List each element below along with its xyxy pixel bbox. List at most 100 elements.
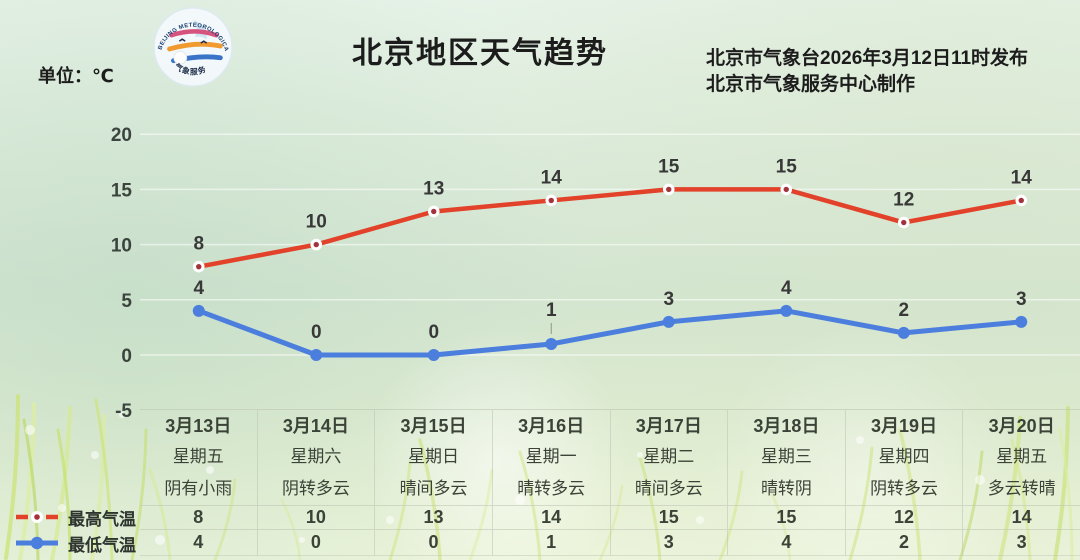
data-point-label: 10: [306, 212, 327, 233]
forecast-weather: 晴间多云: [399, 478, 468, 498]
data-point-label: 2: [898, 300, 909, 321]
forecast-weekday: 星期四: [878, 446, 930, 466]
data-point-label: 4: [193, 278, 204, 299]
chart-legend: 最高气温 最低气温: [14, 504, 136, 556]
legend-min-temp: 最低气温: [14, 530, 136, 556]
data-point-marker: [545, 194, 558, 207]
data-point-label: 15: [658, 156, 680, 177]
forecast-weather: 阴转多云: [870, 478, 939, 498]
series-line-最低气温: [196, 308, 1024, 358]
forecast-column: 3月20日 星期五 多云转晴 14 3: [962, 410, 1080, 556]
forecast-date: 3月16日: [518, 416, 585, 437]
publisher-line-2: 北京市气象服务中心制作: [706, 74, 916, 95]
forecast-weekday: 星期二: [643, 446, 695, 466]
forecast-column: 3月16日 星期一 晴转多云 14 1: [491, 410, 610, 556]
forecast-column: 3月15日 星期日 晴间多云 13 0: [374, 410, 492, 556]
forecast-date: 3月18日: [753, 416, 820, 437]
forecast-weekday: 星期五: [996, 446, 1048, 466]
forecast-weather: 晴间多云: [634, 478, 703, 498]
forecast-date: 3月17日: [635, 416, 702, 437]
data-point-marker: [192, 260, 205, 273]
forecast-table: 3月13日 星期五 阴有小雨 8 4 3月14日 星期六 阴转多云 10 0 3月15日 星期日 晴间多…: [140, 409, 1080, 556]
data-point-marker: [310, 349, 323, 361]
data-point-label: 14: [1011, 167, 1033, 188]
forecast-weather: 阴有小雨: [164, 478, 233, 498]
data-point-marker: [427, 205, 440, 218]
data-point-marker-core: [1018, 197, 1024, 204]
data-point-label: 12: [893, 190, 914, 211]
forecast-min-temp: 1: [492, 529, 610, 556]
forecast-date: 3月13日: [165, 416, 232, 437]
data-point-marker-core: [313, 241, 319, 248]
data-point-marker: [662, 183, 675, 196]
y-axis-tick-label: 15: [111, 180, 133, 201]
forecast-weather: 阴转多云: [281, 478, 350, 498]
publisher-line-1: 北京市气象台2026年3月12日11时发布: [706, 48, 1029, 69]
data-point-marker-core: [431, 208, 437, 215]
data-point-marker-core: [783, 186, 789, 193]
data-point-marker: [1015, 315, 1028, 328]
data-point-marker: [780, 183, 793, 196]
forecast-weekday: 星期日: [408, 446, 460, 466]
page-title: 北京地区天气趋势: [352, 37, 608, 70]
legend-max-temp: 最高气温: [14, 504, 136, 530]
data-point-label: 8: [193, 234, 204, 255]
forecast-column: 3月17日 星期二 晴间多云 15 3: [609, 410, 728, 556]
forecast-max-temp: 12: [845, 505, 963, 529]
forecast-weather: 晴转阴: [760, 478, 812, 498]
legend-max-temp-label: 最高气温: [68, 509, 136, 529]
y-axis-tick-label: 20: [111, 125, 132, 146]
beijing-met-service-logo: BEIJING METEOROLOGICAL SERVICE 气象服务: [152, 6, 233, 87]
forecast-column: 3月18日 星期三 晴转阴 15 4: [727, 410, 845, 556]
data-point-marker-core: [548, 197, 554, 204]
data-point-label: 13: [423, 178, 444, 199]
forecast-min-temp: 3: [610, 529, 728, 556]
forecast-min-temp: 0: [257, 529, 375, 556]
y-axis-tick-label: -5: [115, 401, 132, 422]
y-axis-tick-label: 5: [121, 291, 132, 312]
data-point-marker-core: [666, 186, 672, 193]
data-point-marker: [662, 315, 675, 328]
data-point-marker-core: [901, 219, 907, 226]
data-point-marker: [545, 337, 558, 350]
forecast-date: 3月19日: [871, 416, 938, 437]
data-point-label: 0: [311, 322, 322, 343]
series-line-最高气温: [196, 187, 1024, 269]
data-point-label: 14: [541, 167, 563, 188]
forecast-column: 3月14日 星期六 阴转多云 10 0: [256, 410, 375, 556]
forecast-min-temp: 2: [845, 529, 963, 556]
min-temp-legend-marker-icon: [16, 536, 58, 550]
forecast-weekday: 星期五: [172, 446, 224, 466]
data-point-marker: [780, 304, 793, 317]
forecast-weekday: 星期一: [525, 446, 577, 466]
forecast-column: 3月19日星期四阴转多云 12 2: [844, 410, 963, 556]
unit-label: 单位：℃: [38, 66, 114, 86]
forecast-max-temp: 8: [140, 505, 257, 529]
forecast-min-temp: 3: [963, 529, 1080, 556]
forecast-column: 3月13日星期五阴有小雨 8 4: [140, 410, 257, 556]
forecast-min-temp: 4: [728, 529, 845, 556]
forecast-min-temp: 4: [140, 529, 257, 556]
forecast-date: 3月20日: [988, 416, 1055, 437]
forecast-min-temp: 0: [375, 529, 492, 556]
publisher-info: 北京市气象台2026年3月12日11时发布 北京市气象服务中心制作: [706, 46, 1066, 98]
max-temp-legend-marker-icon: [16, 511, 58, 523]
data-point-label: 3: [1016, 289, 1027, 310]
y-axis-tick-label: 10: [111, 236, 132, 257]
data-point-label: 4: [781, 278, 792, 299]
data-point-label: 15: [776, 156, 798, 177]
forecast-max-temp: 13: [375, 505, 492, 529]
data-point-marker: [1015, 194, 1028, 207]
legend-min-temp-label: 最低气温: [68, 535, 136, 555]
forecast-weather: 多云转晴: [987, 478, 1056, 498]
forecast-max-temp: 10: [257, 505, 375, 529]
forecast-weather: 晴转多云: [517, 478, 586, 498]
forecast-weekday: 星期六: [290, 446, 342, 466]
data-point-label: 0: [428, 322, 439, 343]
data-point-marker: [427, 349, 440, 361]
data-point-label: 3: [663, 289, 674, 310]
data-point-label: 1: [546, 300, 557, 321]
data-point-marker: [310, 238, 323, 251]
data-point-marker-core: [196, 263, 202, 270]
